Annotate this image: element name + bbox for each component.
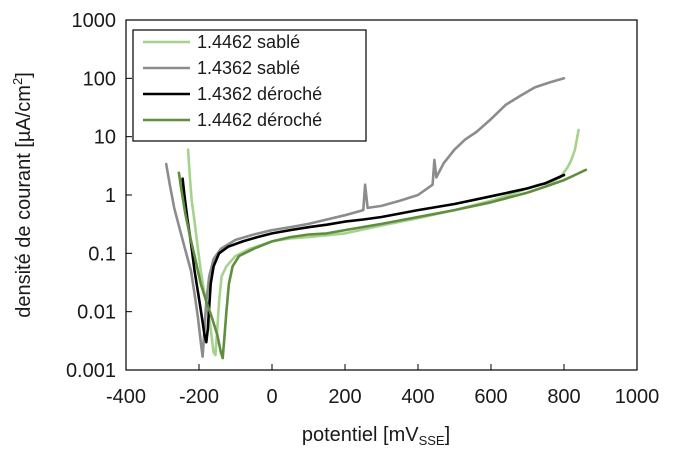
y-tick-label: 1000 (72, 10, 117, 32)
legend: 1.4462 sablé 1.4362 sablé 1.4362 déroché 1.… (132, 29, 367, 142)
x-tick-label: 1000 (615, 386, 660, 408)
series-line-3 (177, 168, 588, 360)
legend-label-2: 1.4362 déroché (197, 84, 322, 104)
legend-label-1: 1.4362 sablé (197, 58, 300, 78)
series-line-1 (164, 77, 566, 358)
x-tick-label: 200 (328, 386, 361, 408)
y-tick-label: 100 (83, 68, 116, 90)
y-axis-ticks: 0.001 0.01 0.1 1 10 100 1000 (66, 10, 132, 382)
y-tick-label: 0.1 (88, 243, 116, 265)
legend-label-0: 1.4462 sablé (197, 32, 300, 52)
legend-box (132, 29, 367, 142)
x-tick-label: -200 (179, 386, 219, 408)
legend-label-3: 1.4462 déroché (197, 110, 322, 130)
y-axis-title: densité de courant [µA/cm2] (10, 72, 35, 318)
x-tick-label: 800 (547, 386, 580, 408)
series-layer (164, 77, 588, 360)
series-line-0 (186, 128, 580, 357)
x-tick-label: 0 (266, 386, 277, 408)
plot-area-frame (125, 19, 638, 371)
y-tick-label: 0.01 (77, 302, 116, 324)
y-tick-label: 1 (105, 185, 116, 207)
x-tick-label: 400 (401, 386, 434, 408)
y-tick-label: 10 (94, 127, 116, 149)
series-line-2 (181, 173, 566, 344)
y-tick-label: 0.001 (66, 360, 116, 382)
x-axis-title: potentiel [mVSSE] (302, 424, 450, 448)
x-tick-label: -400 (106, 386, 146, 408)
x-tick-label: 600 (474, 386, 507, 408)
x-axis-ticks: -400 -200 0 200 400 600 800 1000 (106, 364, 659, 408)
